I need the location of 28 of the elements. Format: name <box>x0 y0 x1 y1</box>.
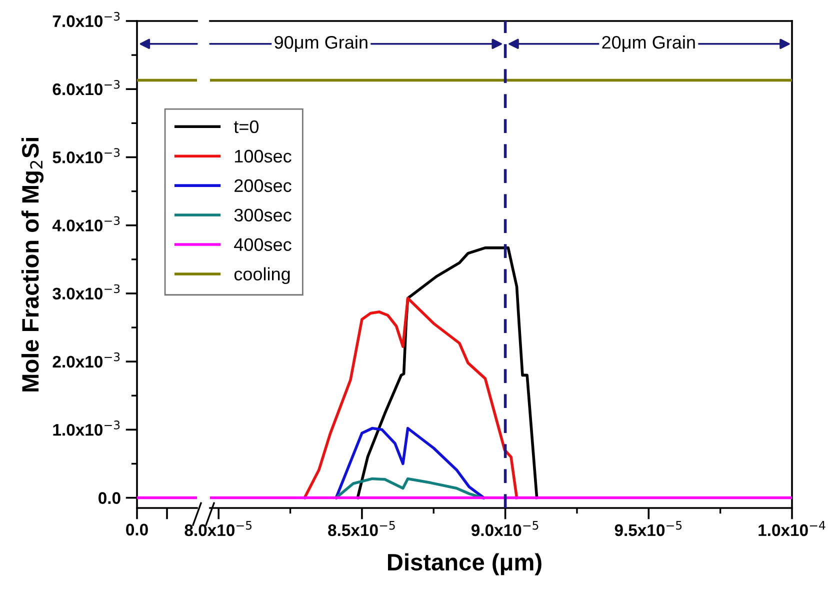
annotation: 20μm Grain <box>602 35 695 52</box>
x-tick-label: 1.0x10$^{−4}$ <box>758 521 826 536</box>
y-tick-label: 2.0x10$^{−3}$ <box>52 352 120 368</box>
line-series <box>303 296 518 500</box>
legend-label: 100sec <box>235 150 292 163</box>
y-tick-label: 3.0x10$^{−3}$ <box>52 284 120 300</box>
y-tick-label: 7.0x10$^{−3}$ <box>52 12 120 28</box>
text: 0.0 <box>126 524 148 536</box>
legend-label: t=0 <box>234 120 259 134</box>
x-tick-label: 9.0x10$^{−5}$ <box>471 521 538 536</box>
legend-label: 200sec <box>234 179 292 192</box>
line-series <box>334 426 486 500</box>
y-tick-label: 4.0x10$^{−3}$ <box>52 216 120 232</box>
x-tick-label: 9.5x10$^{−5}$ <box>614 521 682 536</box>
y-tick-label: 5.0x10$^{−3}$ <box>52 148 120 164</box>
legend-label: 300sec <box>234 208 292 222</box>
y-axis-title: Mole Fraction of Mg$_{2}$Si <box>21 138 44 392</box>
line-series <box>334 477 484 500</box>
x-axis-title: Distance (μm) <box>388 553 542 576</box>
annotation: 90μm Grain <box>274 35 368 52</box>
x-tick-label: 8.0x10$^{−5}$ <box>184 521 252 536</box>
y-tick-label: 6.0x10$^{−3}$ <box>52 80 120 96</box>
legend-label: 400sec <box>234 238 292 252</box>
legend-label: cooling <box>234 267 290 284</box>
x-tick-label: 8.5x10$^{−5}$ <box>328 521 395 536</box>
y-tick-label: 0.0 <box>98 492 120 504</box>
y-tick-label: 1.0x10$^{−3}$ <box>53 420 120 436</box>
line-series <box>356 246 538 500</box>
